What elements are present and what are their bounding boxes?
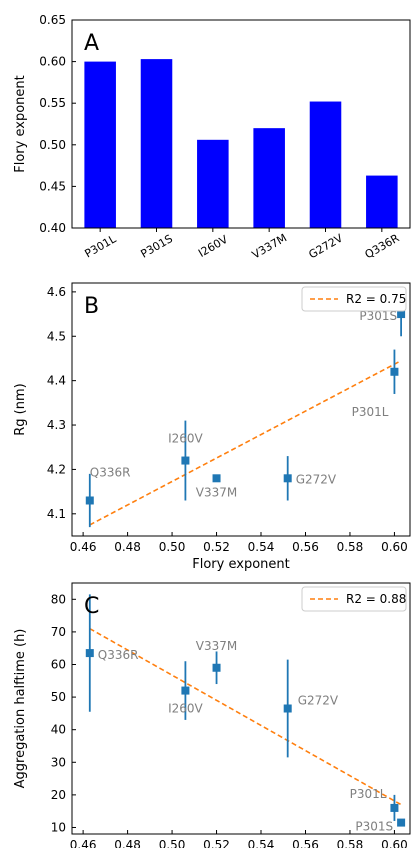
data-point-i260v: [181, 456, 190, 465]
data-point-g272v: [283, 704, 292, 713]
x-tick-label: 0.46: [70, 540, 97, 554]
data-point-p301s: [397, 310, 406, 319]
legend-box: [301, 586, 407, 612]
y-tick-label: 4.5: [47, 329, 66, 343]
bar-q336r: [366, 175, 398, 228]
point-label-q336r: Q336R: [90, 465, 131, 479]
y-tick-label: 60: [51, 657, 66, 671]
data-point-v337m: [212, 474, 221, 483]
x-tick-label: 0.56: [292, 838, 319, 848]
data-point-g272v: [283, 474, 292, 483]
bar-p301l: [84, 61, 116, 228]
data-point-p301l: [390, 803, 399, 812]
y-tick-label: 80: [51, 592, 66, 606]
x-tick-label: V337M: [250, 231, 289, 261]
y-tick-label: 50: [51, 690, 66, 704]
x-tick-label: Q336R: [363, 231, 402, 261]
x-tick-label: 0.48: [114, 540, 141, 554]
bar-g272v: [309, 101, 342, 228]
x-tick-label: 0.58: [337, 540, 364, 554]
x-tick-label: 0.52: [203, 838, 230, 848]
y-tick-label: 0.45: [39, 179, 66, 193]
x-tick-label: 0.50: [159, 540, 186, 554]
y-tick-label: 70: [51, 625, 66, 639]
fit-line: [89, 627, 402, 806]
legend-label: R2 = 0.75: [346, 292, 406, 306]
x-tick-label: G272V: [306, 231, 345, 261]
bar-p301s: [140, 59, 173, 228]
data-point-p301s: [397, 818, 406, 827]
point-label-v337m: V337M: [196, 639, 237, 653]
y-tick-label: 0.50: [39, 138, 66, 152]
y-axis-label: Rg (nm): [13, 383, 28, 435]
point-label-g272v: G272V: [296, 472, 337, 486]
x-tick-label: I260V: [196, 233, 230, 260]
axes-frame-2: [71, 582, 411, 835]
x-tick-label: 0.54: [248, 838, 275, 848]
point-label-i260v: I260V: [168, 702, 203, 716]
x-tick-label: P301S: [139, 232, 175, 261]
x-tick-label: 0.60: [381, 838, 408, 848]
point-label-v337m: V337M: [196, 485, 237, 499]
point-label-g272v: G272V: [298, 694, 339, 708]
x-tick-label: 0.46: [70, 838, 97, 848]
y-tick-label: 30: [51, 755, 66, 769]
bar-v337m: [253, 128, 285, 228]
x-tick-label: 0.52: [203, 540, 230, 554]
y-axis-label: Flory exponent: [13, 75, 28, 172]
data-point-v337m: [212, 663, 221, 672]
y-tick-label: 20: [51, 788, 66, 802]
x-tick-label: 0.56: [292, 540, 319, 554]
bar-i260v: [197, 139, 229, 228]
y-tick-label: 0.65: [39, 13, 66, 27]
x-tick-label: P301L: [83, 232, 119, 261]
point-label-q336r: Q336R: [98, 648, 139, 662]
point-label-p301l: P301L: [352, 405, 389, 419]
y-tick-label: 10: [51, 820, 66, 834]
panel-label-b: B: [84, 294, 99, 319]
y-tick-label: 0.55: [39, 96, 66, 110]
x-tick-label: 0.50: [159, 838, 186, 848]
y-tick-label: 0.40: [39, 221, 66, 235]
data-point-i260v: [181, 686, 190, 695]
panel-label-c: C: [84, 594, 99, 619]
axes-frame-1: [71, 282, 411, 537]
y-tick-label: 4.6: [47, 285, 66, 299]
axes-frame-0: [71, 19, 411, 229]
y-axis-label: Aggregation halftime (h): [13, 629, 28, 789]
legend-box: [301, 286, 407, 312]
fit-line: [89, 359, 402, 526]
x-tick-label: 0.48: [114, 838, 141, 848]
x-tick-label: 0.58: [337, 838, 364, 848]
y-tick-label: 4.2: [47, 462, 66, 476]
point-label-p301l: P301L: [350, 787, 387, 801]
data-point-q336r: [85, 649, 94, 658]
y-tick-label: 40: [51, 723, 66, 737]
x-tick-label: 0.60: [381, 540, 408, 554]
point-label-p301s: P301S: [355, 820, 393, 834]
x-axis-label: Flory exponent: [192, 557, 289, 572]
y-tick-label: 4.4: [47, 374, 66, 388]
y-tick-label: 4.1: [47, 507, 66, 521]
y-tick-label: 0.60: [39, 55, 66, 69]
point-label-i260v: I260V: [168, 432, 203, 446]
point-label-p301s: P301S: [359, 309, 397, 323]
data-point-q336r: [85, 496, 94, 505]
data-point-p301l: [390, 367, 399, 376]
x-tick-label: 0.54: [248, 540, 275, 554]
legend-label: R2 = 0.88: [346, 592, 406, 606]
panel-label-a: A: [84, 31, 99, 56]
y-tick-label: 4.3: [47, 418, 66, 432]
